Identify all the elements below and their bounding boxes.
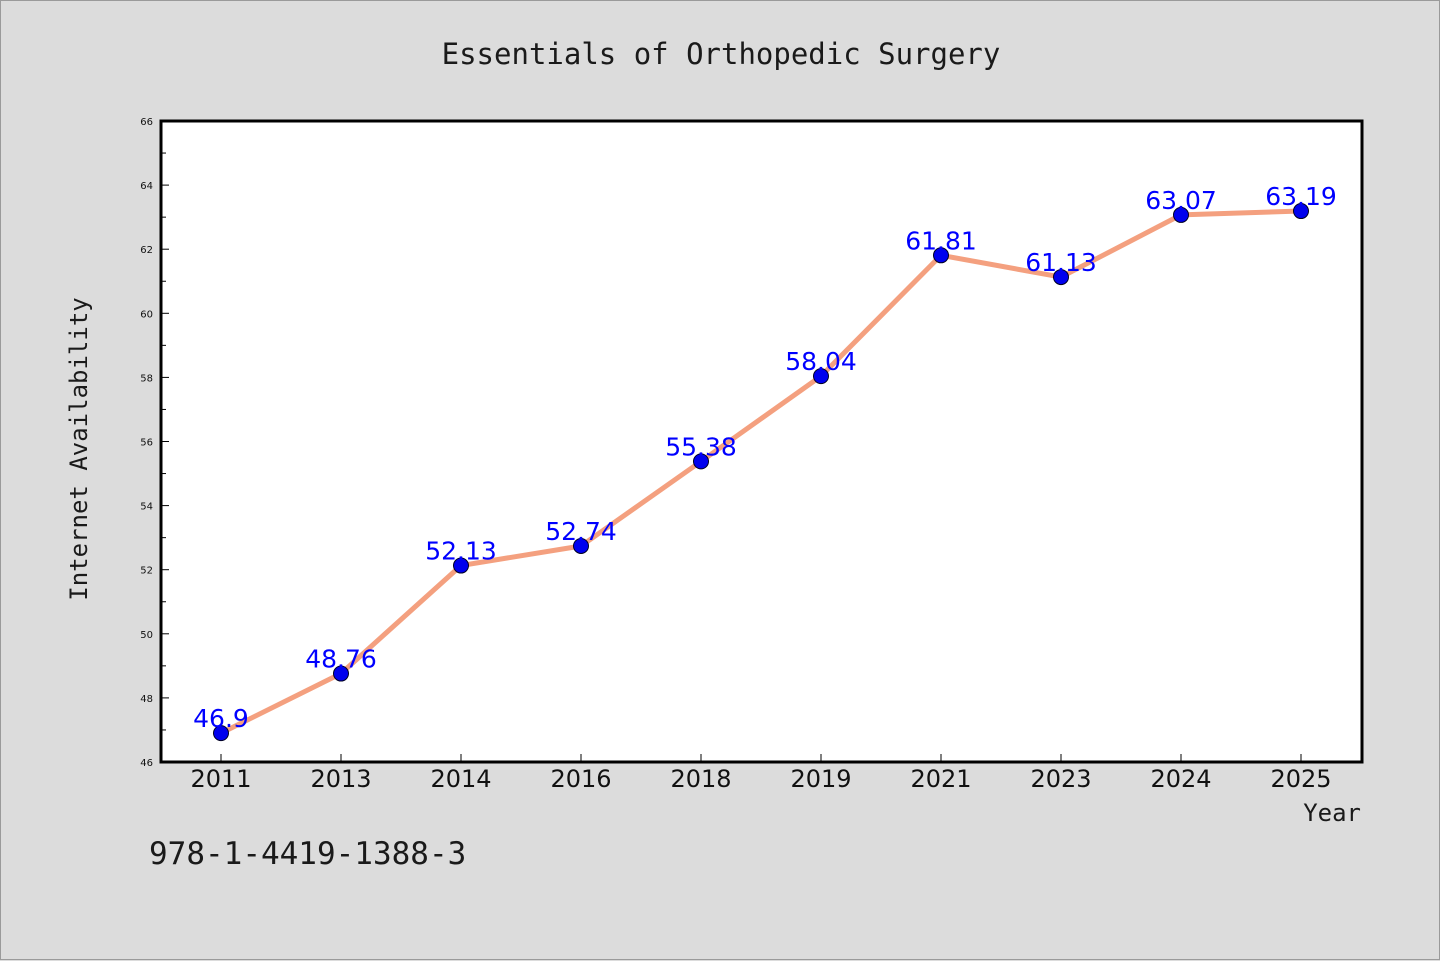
data-point xyxy=(813,368,829,385)
x-tick-label: 2011 xyxy=(190,765,251,793)
data-point xyxy=(573,537,589,554)
y-tick-label: 46 xyxy=(140,758,153,769)
y-tick-label: 48 xyxy=(140,694,153,705)
data-label: 52.13 xyxy=(425,537,497,566)
y-tick-label: 56 xyxy=(140,438,153,449)
data-label: 61.81 xyxy=(905,226,977,255)
y-tick-label: 62 xyxy=(140,245,153,256)
x-tick-label: 2013 xyxy=(310,765,371,793)
x-tick-label: 2019 xyxy=(790,765,851,793)
data-label: 58.04 xyxy=(785,347,857,376)
y-tick-label: 54 xyxy=(140,502,153,513)
data-label: 63.07 xyxy=(1145,186,1217,215)
x-tick-label: 2016 xyxy=(550,765,611,793)
data-point xyxy=(453,557,469,574)
series-line xyxy=(218,208,1304,736)
data-label: 63.19 xyxy=(1265,182,1337,211)
y-tick-label: 52 xyxy=(140,566,153,577)
data-label: 48.76 xyxy=(305,645,377,674)
data-point xyxy=(1293,203,1309,220)
chart-title: Essentials of Orthopedic Surgery xyxy=(442,37,1001,71)
y-tick-label: 64 xyxy=(140,181,153,192)
x-tick-label: 2025 xyxy=(1270,765,1331,793)
data-label: 52.74 xyxy=(545,517,617,546)
x-tick-label: 2018 xyxy=(670,765,731,793)
x-tick-label: 2021 xyxy=(910,765,971,793)
data-point xyxy=(1173,206,1189,223)
y-tick-label: 50 xyxy=(140,630,153,641)
y-tick-label: 60 xyxy=(140,309,153,320)
data-point xyxy=(333,665,349,682)
isbn-label: 978-1-4419-1388-3 xyxy=(149,836,466,872)
x-tick-label: 2024 xyxy=(1150,765,1211,793)
y-tick-label: 66 xyxy=(140,117,153,128)
data-point xyxy=(213,725,229,742)
series-group xyxy=(213,203,1309,742)
x-axis: 2011 2013 2014 2016 2018 2019 2021 2023 2024 2025 xyxy=(190,754,1332,793)
data-label: 55.38 xyxy=(665,432,737,461)
y-tick-label: 58 xyxy=(140,373,153,384)
x-axis-label: Year xyxy=(1303,799,1361,827)
data-labels-group: 46.9 48.76 52.13 52.74 55.38 58.04 61.81 61.13 6… xyxy=(193,182,1337,733)
x-tick-label: 2014 xyxy=(430,765,491,793)
data-point xyxy=(933,247,949,264)
data-point xyxy=(693,453,709,470)
data-label: 61.13 xyxy=(1025,248,1097,277)
y-axis-label: Internet Availability xyxy=(65,297,93,600)
y-axis: 46 48 50 52 54 56 58 60 62 64 66 xyxy=(140,117,169,769)
data-point xyxy=(1053,269,1069,286)
data-label: 46.9 xyxy=(193,704,249,733)
x-tick-label: 2023 xyxy=(1030,765,1091,793)
